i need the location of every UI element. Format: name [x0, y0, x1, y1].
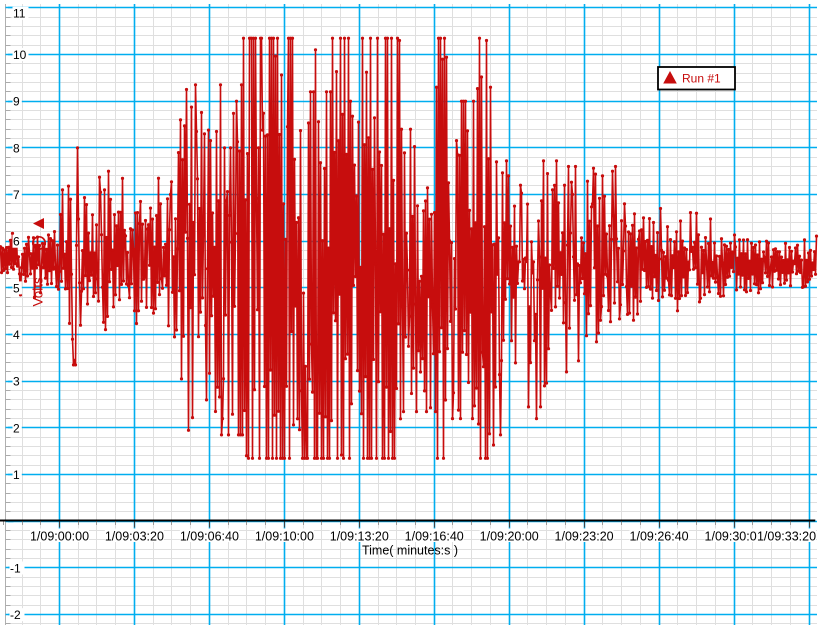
svg-text:1/09:13:20: 1/09:13:20 [330, 529, 389, 543]
svg-text:1/09:23:20: 1/09:23:20 [555, 529, 614, 543]
svg-text:11: 11 [13, 7, 26, 21]
svg-text:1/09:10:00: 1/09:10:00 [255, 529, 314, 543]
svg-text:1/09:03:20: 1/09:03:20 [105, 529, 164, 543]
svg-text:9: 9 [13, 95, 20, 109]
svg-text:7: 7 [13, 188, 20, 202]
svg-text:5: 5 [13, 281, 20, 295]
svg-text:Time( minutes:s ): Time( minutes:s ) [362, 544, 458, 558]
svg-text:-2: -2 [10, 608, 21, 622]
svg-text:1/09:26:40: 1/09:26:40 [630, 529, 689, 543]
svg-text:1/09:30:00: 1/09:30:00 [705, 529, 764, 543]
svg-text:1: 1 [13, 468, 20, 482]
svg-text:1/09:33:20: 1/09:33:20 [757, 529, 816, 543]
svg-text:1/09:20:00: 1/09:20:00 [480, 529, 539, 543]
svg-text:Run #1: Run #1 [682, 72, 721, 86]
svg-text:3: 3 [13, 375, 20, 389]
svg-text:Volts: Volts [31, 277, 46, 307]
svg-text:1/09:06:40: 1/09:06:40 [180, 529, 239, 543]
svg-text:2: 2 [13, 421, 20, 435]
svg-text:10: 10 [13, 48, 27, 62]
svg-text:6: 6 [13, 235, 20, 249]
svg-text:4: 4 [13, 328, 20, 342]
svg-text:1/09:16:40: 1/09:16:40 [405, 529, 464, 543]
svg-text:-1: -1 [10, 561, 21, 575]
svg-text:8: 8 [13, 141, 20, 155]
svg-text:1/09:00:00: 1/09:00:00 [30, 529, 89, 543]
